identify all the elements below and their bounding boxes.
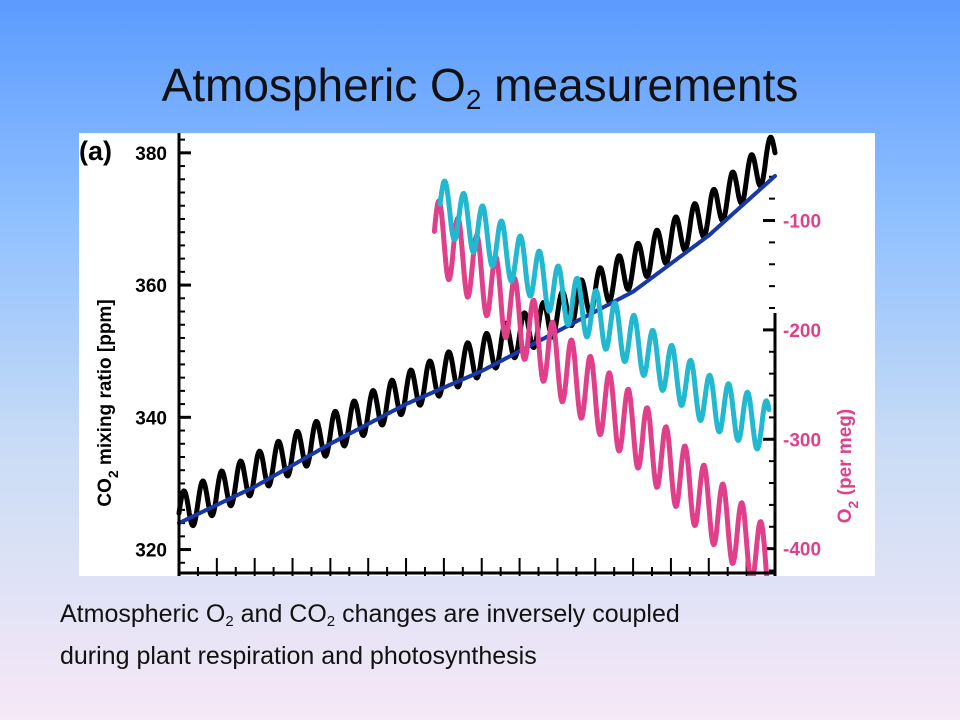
title-text-prefix: Atmospheric O [161,59,466,111]
chart-figure: 320 340 360 380 -100 -200 -300 -400 (a) CO2 mix… [79,133,875,576]
panel-label: (a) [79,136,112,166]
left-tick-label: 340 [135,408,167,429]
caption-line-2: during plant respiration and photosynthe… [60,642,537,670]
series-line-co2_monthly [176,134,778,529]
left-tick-label: 380 [135,144,167,165]
caption: Atmospheric O2 and CO2 changes are inver… [60,597,940,673]
title-subscript: 2 [465,84,482,115]
series-line-o2_station_1 [431,198,770,576]
left-tick-label: 360 [135,276,167,297]
right-tick-label: -300 [783,430,821,451]
right-tick-label: -200 [783,321,821,342]
right-axis-title: O2 (per meg) [835,409,861,523]
right-tick-label: -100 [783,212,821,233]
slide-title: Atmospheric O2 measurements [0,62,960,114]
right-tick-label: -400 [783,540,821,561]
title-text-suffix: measurements [481,59,799,111]
left-tick-label: 320 [135,541,167,562]
series-line-o2_station_2 [437,178,772,452]
chart-svg: 320 340 360 380 -100 -200 -300 -400 (a) CO2 mix… [79,133,861,576]
series-layer [176,134,778,576]
left-axis-title: CO2 mixing ratio [ppm] [95,299,121,506]
frame-layer [177,133,777,576]
series-line-co2_trend [177,174,777,526]
caption-line-1: Atmospheric O2 and CO2 changes are inver… [60,600,680,630]
